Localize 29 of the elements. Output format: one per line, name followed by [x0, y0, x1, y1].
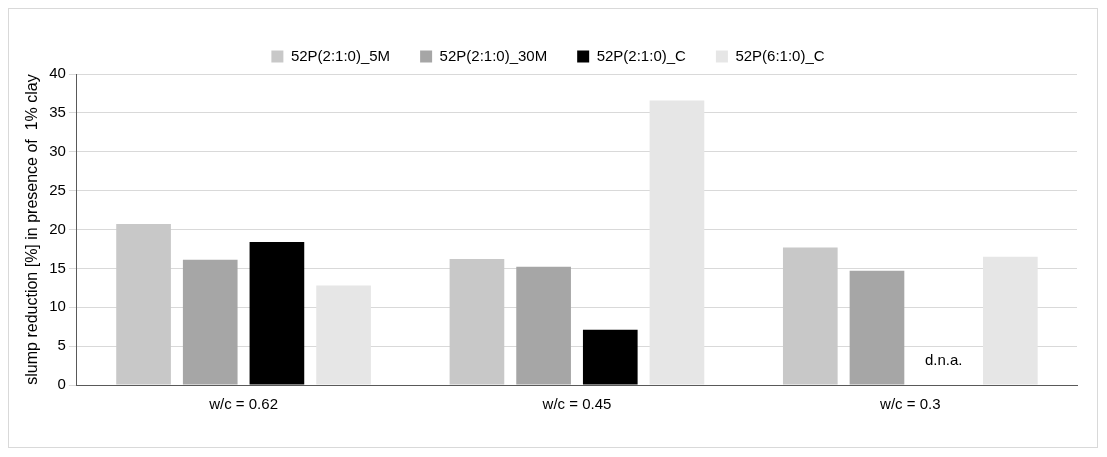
- legend-label: 52P(2:1:0)_5M: [290, 46, 391, 64]
- x-tick-label: w/c = 0.3: [879, 395, 941, 413]
- y-tick-label: 20: [49, 219, 66, 237]
- bar: [582, 329, 638, 385]
- bar: [316, 285, 371, 385]
- y-tick-label: 10: [49, 297, 66, 315]
- y-tick-label: 30: [49, 141, 66, 159]
- bar: [449, 259, 505, 385]
- y-axis-title: slump reduction [%] in presence of 1% clay: [23, 74, 41, 385]
- legend-label: 52P(6:1:0)_C: [735, 46, 825, 64]
- bar: [116, 224, 171, 385]
- y-tick-label: 25: [49, 180, 66, 198]
- y-tick-label: 35: [49, 103, 66, 121]
- bar: [649, 100, 705, 385]
- bar: [182, 259, 238, 385]
- x-tick-label: w/c = 0.62: [208, 395, 278, 413]
- legend-label: 52P(2:1:0)_C: [596, 46, 687, 64]
- y-tick-label: 40: [49, 64, 66, 82]
- y-tick-label: 0: [57, 375, 66, 393]
- y-tick-label: 15: [49, 258, 66, 276]
- x-tick-label: w/c = 0.45: [541, 395, 612, 413]
- bar: [249, 241, 305, 385]
- bar: [849, 270, 905, 385]
- y-tick-label: 5: [57, 336, 66, 354]
- legend-label: 52P(2:1:0)_30M: [439, 46, 548, 64]
- annotation: d.n.a.: [924, 351, 963, 369]
- bar: [516, 266, 571, 385]
- bar: [982, 256, 1038, 385]
- bar: [782, 247, 838, 385]
